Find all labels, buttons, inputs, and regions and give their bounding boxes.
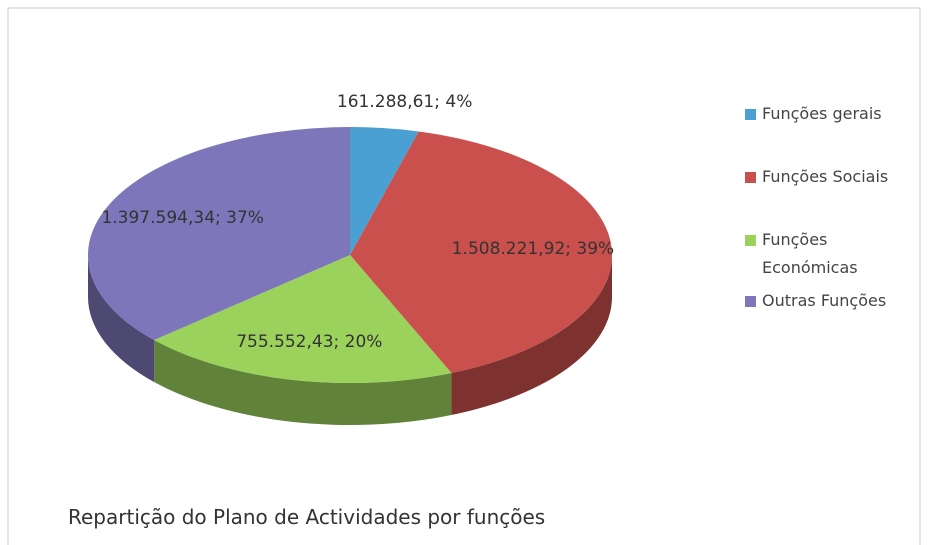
slice-side — [154, 340, 452, 425]
data-label: 161.288,61; 4% — [336, 92, 473, 113]
legend-item: Outras Funções — [745, 287, 925, 315]
legend-swatch — [745, 235, 756, 246]
legend-item: Funções gerais — [745, 100, 925, 128]
legend: Funções gerais Funções Sociais Funções Eco… — [745, 100, 925, 315]
slice-side — [88, 255, 155, 383]
legend-swatch — [745, 109, 756, 120]
slice-side — [451, 255, 612, 416]
data-label: 1.397.594,34; 37% — [101, 208, 264, 229]
legend-label: Funções gerais — [762, 104, 882, 123]
legend-item: Funções Económicas — [745, 226, 925, 282]
data-label: 755.552,43; 20% — [236, 332, 383, 353]
slice — [154, 255, 452, 383]
legend-label: Funções Económicas — [762, 230, 858, 277]
slice — [88, 127, 351, 341]
legend-swatch — [745, 172, 756, 183]
legend-label: Funções Sociais — [762, 167, 889, 186]
legend-swatch — [745, 296, 756, 307]
legend-item: Funções Sociais — [745, 163, 925, 191]
legend-label: Outras Funções — [762, 291, 887, 310]
slice — [350, 127, 419, 255]
chart-title: Repartição do Plano de Actividades por f… — [68, 505, 546, 529]
slice — [350, 131, 612, 374]
data-label: 1.508.221,92; 39% — [451, 239, 615, 260]
